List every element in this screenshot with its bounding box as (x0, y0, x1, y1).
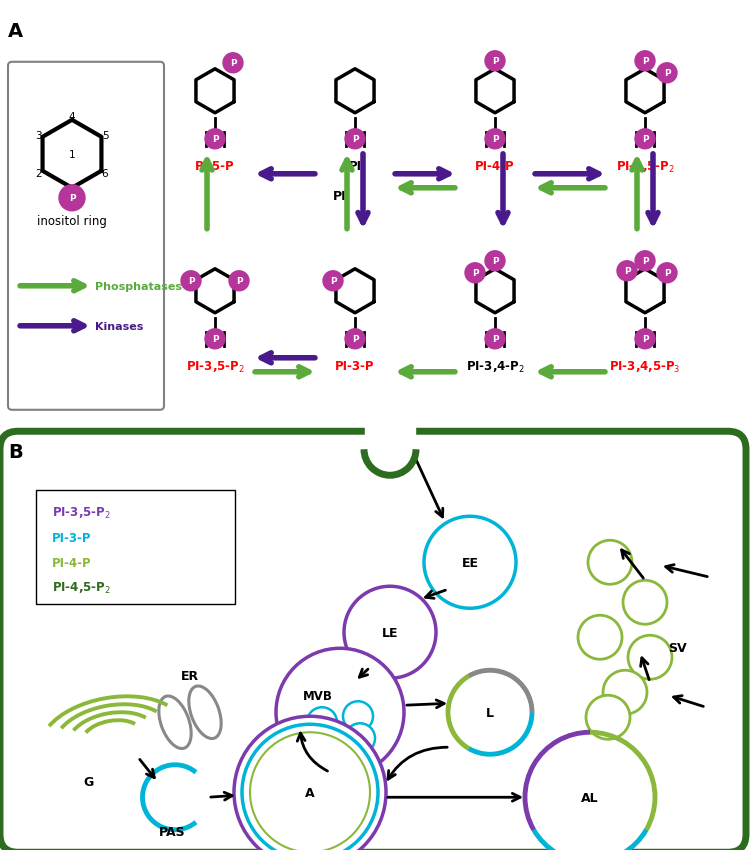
Text: P: P (69, 194, 75, 203)
Circle shape (586, 695, 630, 740)
Circle shape (617, 262, 637, 281)
Circle shape (635, 130, 655, 150)
Circle shape (345, 130, 365, 150)
Text: PI-4,5-P$_2$: PI-4,5-P$_2$ (616, 159, 674, 175)
Text: 4: 4 (69, 112, 75, 122)
Circle shape (485, 251, 505, 272)
Text: 2: 2 (36, 169, 42, 179)
Text: P: P (230, 59, 236, 68)
Text: EV: EV (381, 435, 399, 449)
Circle shape (485, 130, 505, 150)
Text: PI-3,4,5-P$_3$: PI-3,4,5-P$_3$ (609, 360, 681, 374)
Text: PI-4-P: PI-4-P (476, 159, 514, 173)
Circle shape (307, 707, 337, 737)
Circle shape (588, 541, 632, 584)
Circle shape (250, 733, 370, 852)
Circle shape (229, 272, 249, 291)
Text: PI: PI (349, 159, 361, 173)
Circle shape (635, 330, 655, 349)
Circle shape (59, 186, 85, 211)
Text: P: P (472, 269, 478, 278)
Text: P: P (642, 135, 648, 144)
Text: PI-4,5-P$_2$: PI-4,5-P$_2$ (52, 580, 111, 595)
Circle shape (635, 251, 655, 272)
Text: L: L (486, 706, 494, 719)
Text: AL: AL (581, 791, 598, 803)
Circle shape (343, 701, 373, 731)
Circle shape (205, 130, 225, 150)
Text: P: P (664, 69, 670, 78)
Text: PI-5-P: PI-5-P (195, 159, 235, 173)
Circle shape (635, 52, 655, 72)
Text: PI-3-P: PI-3-P (52, 531, 92, 544)
Text: inositol ring: inositol ring (37, 215, 107, 227)
Circle shape (628, 636, 672, 679)
Circle shape (525, 733, 655, 852)
FancyBboxPatch shape (36, 491, 235, 605)
Circle shape (485, 52, 505, 72)
Text: P: P (492, 335, 498, 344)
Text: 6: 6 (102, 169, 108, 179)
Circle shape (234, 717, 386, 852)
Text: P: P (664, 269, 670, 278)
Circle shape (181, 272, 201, 291)
Text: P: P (492, 57, 498, 66)
Text: Kinases: Kinases (95, 321, 143, 331)
FancyBboxPatch shape (8, 63, 164, 411)
Text: P: P (236, 277, 242, 286)
Circle shape (344, 586, 436, 678)
Text: P: P (492, 257, 498, 266)
Circle shape (325, 725, 355, 756)
Circle shape (603, 671, 647, 715)
Text: P: P (211, 135, 218, 144)
Text: PI-3-P: PI-3-P (335, 360, 375, 372)
Circle shape (424, 516, 516, 608)
Circle shape (657, 64, 677, 83)
Text: P: P (330, 277, 336, 286)
Circle shape (276, 648, 404, 776)
Circle shape (465, 263, 485, 284)
Text: ER: ER (181, 670, 199, 682)
Circle shape (657, 263, 677, 284)
Text: LE: LE (382, 626, 398, 639)
Circle shape (345, 723, 375, 753)
Text: P: P (492, 135, 498, 144)
Text: P: P (642, 257, 648, 266)
Circle shape (485, 330, 505, 349)
Text: A: A (305, 786, 315, 799)
Text: PI-3,5-P$_2$: PI-3,5-P$_2$ (186, 360, 244, 374)
Text: P: P (211, 335, 218, 344)
Text: SV: SV (668, 641, 687, 654)
Circle shape (345, 330, 365, 349)
Circle shape (242, 724, 378, 852)
Text: EE: EE (461, 556, 478, 569)
Circle shape (323, 272, 343, 291)
Text: 1: 1 (69, 150, 75, 159)
Text: P: P (352, 135, 358, 144)
Text: P: P (642, 335, 648, 344)
Text: PAS: PAS (159, 826, 185, 838)
Text: MVB: MVB (303, 689, 333, 702)
Text: A: A (8, 22, 23, 41)
Text: P: P (352, 335, 358, 344)
Text: P: P (188, 277, 194, 286)
Text: 5: 5 (102, 130, 108, 141)
Circle shape (623, 580, 667, 625)
Text: P: P (624, 267, 630, 276)
Text: PI-3,4-P$_2$: PI-3,4-P$_2$ (466, 360, 524, 374)
Text: P: P (642, 57, 648, 66)
Circle shape (448, 671, 532, 754)
Circle shape (205, 330, 225, 349)
Circle shape (223, 54, 243, 73)
Text: B: B (8, 443, 22, 462)
Circle shape (578, 615, 622, 659)
Text: Phosphatases: Phosphatases (95, 281, 182, 291)
Text: PI-3,5-P$_2$: PI-3,5-P$_2$ (52, 505, 111, 521)
Text: G: G (82, 775, 93, 788)
Text: PI-4-P: PI-4-P (52, 556, 92, 569)
FancyBboxPatch shape (0, 432, 746, 852)
Text: PI: PI (333, 190, 347, 203)
Text: 3: 3 (36, 130, 42, 141)
